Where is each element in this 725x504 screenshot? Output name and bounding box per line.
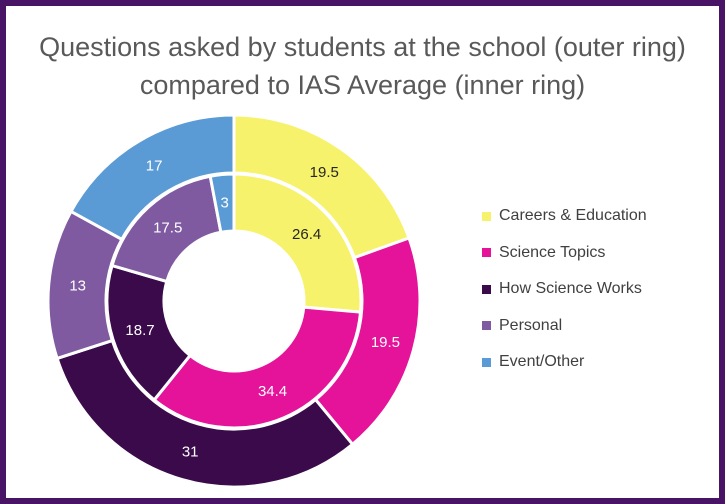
inner-ring-label-event-other: 3	[221, 194, 229, 211]
legend-label: Event/Other	[499, 353, 585, 371]
inner-ring-slice-event-other	[208, 172, 236, 234]
legend-swatch	[482, 284, 491, 294]
inner-ring-label-personal: 17.5	[153, 220, 182, 237]
outer-ring-label-science-topics: 19.5	[371, 334, 400, 351]
chart-title-line-2: compared to IAS Average (inner ring)	[139, 70, 586, 100]
legend-label: How Science Works	[499, 280, 642, 298]
legend-label: Personal	[499, 316, 563, 334]
inner-ring-label-science-topics: 34.4	[258, 383, 287, 400]
chart-title-line-1: Questions asked by students at the schoo…	[39, 32, 686, 62]
legend-item-careers-education: Careers & Education	[482, 198, 647, 235]
inner-ring-label-careers-education: 26.4	[292, 226, 321, 243]
legend-item-personal: Personal	[482, 308, 647, 345]
legend-swatch	[482, 321, 491, 331]
legend-item-science-topics: Science Topics	[482, 235, 647, 272]
outer-ring-label-how-science-works: 31	[182, 443, 199, 460]
inner-ring-slice-careers-education	[232, 172, 363, 314]
outer-ring-label-event-other: 17	[146, 157, 163, 174]
outer-ring-label-personal: 13	[69, 278, 86, 295]
legend-swatch	[482, 248, 491, 258]
legend-swatch	[482, 211, 491, 221]
chart-legend: Careers & Education Science Topics How S…	[482, 198, 647, 381]
legend-item-how-science-works: How Science Works	[482, 271, 647, 308]
legend-label: Science Topics	[499, 243, 606, 261]
inner-ring-slice-science-topics	[152, 305, 363, 430]
legend-item-event-other: Event/Other	[482, 344, 647, 381]
outer-ring-label-careers-education: 19.5	[310, 164, 339, 181]
legend-label: Careers & Education	[499, 207, 647, 225]
legend-swatch	[482, 357, 491, 367]
chart-title: Questions asked by students at the schoo…	[0, 28, 725, 104]
inner-ring-label-how-science-works: 18.7	[125, 322, 154, 339]
